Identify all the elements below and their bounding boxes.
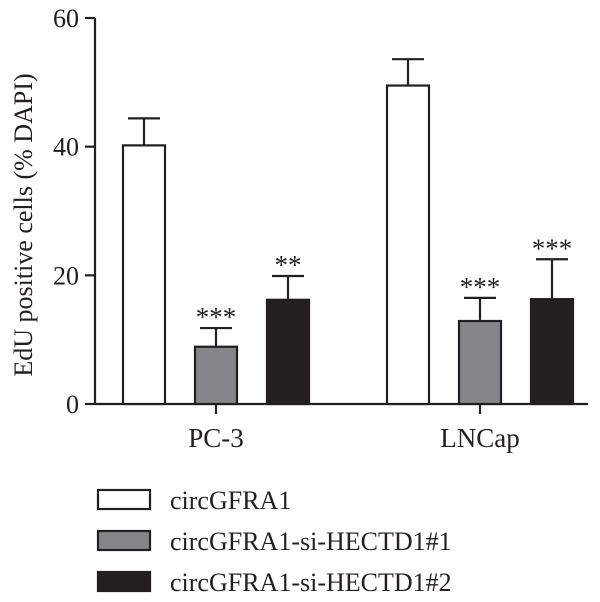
bar [121,144,167,406]
legend-swatch [96,529,152,552]
x-tick-label: PC-3 [188,423,244,453]
legend-swatch [96,570,152,593]
y-tick-label: 60 [53,4,79,33]
legend-label: circGFRA1 [170,486,291,515]
bars: *********** [121,58,575,406]
bar [529,298,575,406]
significance-label: *** [532,233,573,263]
significance-label: *** [196,302,237,332]
y-axis-title: EdU positive cells (% DAPI) [9,73,38,376]
significance-label: ** [275,250,302,280]
x-tick-label: LNCap [440,423,519,453]
bar [385,84,431,406]
bar [265,298,311,406]
y-tick-label: 20 [53,261,79,290]
bar [193,345,239,406]
bar [457,319,503,406]
significance-label: *** [460,272,501,302]
legend: circGFRA1 circGFRA1-si-HECTD1#1 circGFRA1-… [96,486,452,597]
y-axis: 0 20 40 60 [53,4,97,419]
y-tick-label: 40 [53,133,79,162]
x-axis: PC-3 LNCap [95,402,588,453]
legend-label: circGFRA1-si-HECTD1#2 [170,568,452,597]
legend-label: circGFRA1-si-HECTD1#1 [170,527,452,556]
y-tick-label: 0 [66,390,79,419]
legend-swatch [96,488,152,511]
